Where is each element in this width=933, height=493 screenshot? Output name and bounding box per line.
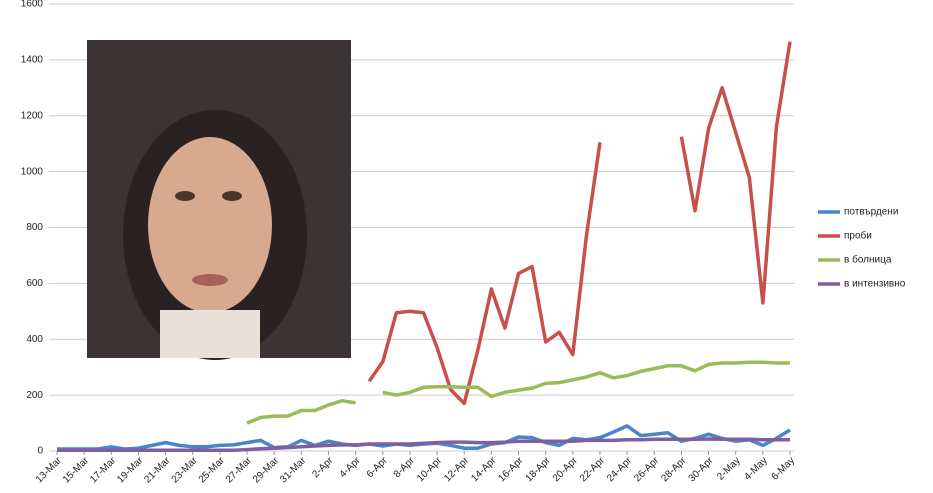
legend-label: потвърдени [844, 207, 898, 218]
eye [175, 191, 195, 201]
mouth [192, 274, 228, 286]
series-line [57, 437, 790, 452]
y-tick-label: 400 [26, 334, 43, 345]
legend: потвърдени проби в болница в интензивно [818, 207, 906, 290]
series-line [246, 360, 790, 425]
y-tick-label: 1000 [21, 166, 44, 177]
face [148, 137, 272, 313]
y-tick-label: 1400 [21, 55, 44, 66]
legend-label: в интензивно [844, 279, 906, 290]
legend-label: в болница [844, 254, 892, 266]
legend-label: проби [844, 230, 872, 242]
y-tick-label: 800 [26, 222, 43, 233]
series-line [367, 41, 792, 406]
collar [160, 310, 260, 358]
y-tick-label: 1200 [21, 110, 44, 121]
y-tick-label: 200 [26, 390, 43, 401]
y-tick-label: 1600 [21, 0, 44, 10]
eye [222, 191, 242, 201]
photo [87, 40, 351, 360]
y-tick-label: 600 [26, 278, 43, 289]
y-tick-label: 0 [37, 446, 43, 457]
